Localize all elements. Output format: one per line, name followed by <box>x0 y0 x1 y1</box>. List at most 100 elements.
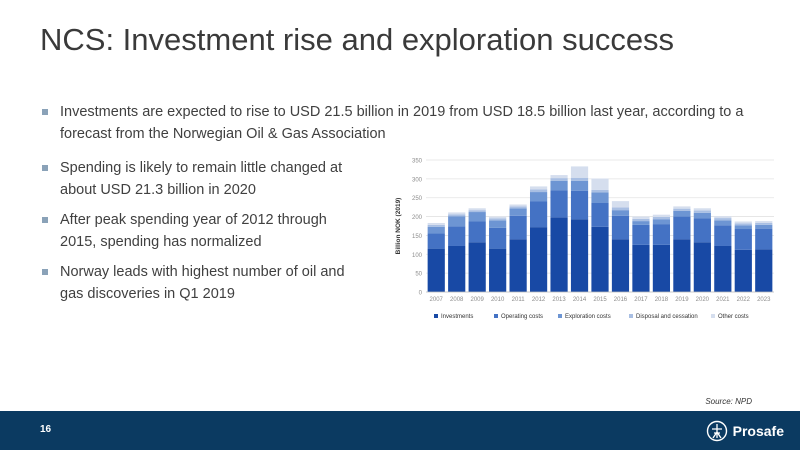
legend-swatch <box>494 314 498 318</box>
bar-segment <box>755 249 773 292</box>
bar-segment <box>427 224 445 227</box>
bar-segment <box>673 216 691 240</box>
bar-segment <box>591 202 609 227</box>
bullet-square-icon <box>42 109 48 115</box>
legend-label: Other costs <box>718 314 749 320</box>
x-tick-label: 2018 <box>655 297 669 303</box>
bar-segment <box>529 201 548 228</box>
bar-segment <box>755 228 773 250</box>
bullet-item: Investments are expected to rise to USD … <box>42 101 762 145</box>
bullet-item: Norway leads with highest number of oil … <box>42 261 362 305</box>
bar-segment <box>611 239 630 292</box>
bar-segment <box>570 177 589 181</box>
bar-segment <box>632 216 650 219</box>
bar-segment <box>550 178 568 181</box>
x-tick-label: 2009 <box>470 297 484 303</box>
brand-name: Prosafe <box>732 423 784 439</box>
bar-segment <box>529 186 548 190</box>
legend-swatch <box>558 314 562 318</box>
bar-segment <box>734 249 752 292</box>
x-tick-label: 2021 <box>716 297 730 303</box>
bar-segment <box>734 225 752 230</box>
legend-label: Disposal and cessation <box>636 314 698 320</box>
x-tick-label: 2008 <box>450 297 464 303</box>
bar-segment <box>427 226 445 234</box>
bar-segment <box>489 227 507 249</box>
slide-title: NCS: Investment rise and exploration suc… <box>40 22 675 57</box>
bar-segment <box>693 208 711 211</box>
bullet-square-icon <box>42 165 48 171</box>
bar-segment <box>591 192 609 203</box>
bar-segment <box>448 216 466 227</box>
bar-segment <box>755 222 773 225</box>
bar-segment <box>550 217 568 292</box>
y-tick-label: 350 <box>412 159 423 165</box>
bar-segment <box>570 190 589 220</box>
brand-logo: Prosafe <box>706 420 784 442</box>
y-tick-label: 50 <box>415 272 422 278</box>
x-tick-label: 2011 <box>512 297 526 303</box>
bar-segment <box>693 242 711 292</box>
bar-segment <box>489 248 507 292</box>
bar-segment <box>529 192 548 202</box>
bar-segment <box>611 210 630 216</box>
bullet-square-icon <box>42 269 48 275</box>
x-tick-label: 2023 <box>757 297 771 303</box>
y-axis-label: Billion NOK (2019) <box>395 198 402 255</box>
x-tick-label: 2017 <box>634 297 648 303</box>
x-tick-label: 2014 <box>573 297 587 303</box>
bar-segment <box>734 229 752 250</box>
bar-segment <box>673 210 691 217</box>
legend-label: Operating costs <box>501 314 543 320</box>
bar-segment <box>755 221 773 223</box>
x-tick-label: 2016 <box>614 297 628 303</box>
source-note: Source: NPD <box>705 397 752 406</box>
bar-segment <box>652 214 671 217</box>
bar-segment <box>468 208 486 211</box>
bar-segment <box>550 175 568 179</box>
bar-segment <box>611 207 630 211</box>
bar-segment <box>509 215 527 240</box>
bar-segment <box>489 218 507 221</box>
y-tick-label: 200 <box>412 215 423 221</box>
x-tick-label: 2015 <box>593 297 607 303</box>
bar-segment <box>489 216 507 219</box>
bullet-text: Spending is likely to remain little chan… <box>60 160 343 198</box>
bar-segment <box>468 221 486 243</box>
bar-segment <box>714 218 732 221</box>
bar-segment <box>427 233 445 249</box>
prosafe-logo-icon <box>706 420 727 442</box>
bar-segment <box>509 204 527 207</box>
page-number: 16 <box>40 424 52 435</box>
stacked-bar-chart: 0 50 100 150 200 250 300 350 Billion NOK (2019) 2… <box>395 159 774 320</box>
bar-segment <box>611 201 630 208</box>
bar-segment <box>550 190 568 218</box>
bar-segment <box>652 216 671 220</box>
bar-segment <box>714 220 732 226</box>
bar-segment <box>693 218 711 243</box>
x-tick-label: 2013 <box>552 297 566 303</box>
bar-segment <box>529 189 548 193</box>
bar-segment <box>529 227 548 292</box>
y-tick-label: 0 <box>419 291 423 297</box>
x-tick-label: 2020 <box>696 297 710 303</box>
bar-segment <box>755 224 773 229</box>
bar-segment <box>632 218 650 222</box>
x-tick-label: 2019 <box>675 297 689 303</box>
bar-segment <box>673 206 691 209</box>
bar-segment <box>468 242 486 292</box>
y-tick-label: 250 <box>412 196 423 202</box>
bar-segment <box>693 212 711 219</box>
bar-segment <box>509 206 527 209</box>
bar-segment <box>427 248 445 292</box>
bar-segment <box>714 225 732 246</box>
x-tick-label: 2012 <box>532 297 546 303</box>
bullet-item: After peak spending year of 2012 through… <box>42 209 362 253</box>
bar-segment <box>468 212 486 222</box>
bullet-item: Spending is likely to remain little chan… <box>42 157 362 201</box>
bar-segment <box>489 220 507 228</box>
bar-segment <box>448 245 466 292</box>
y-tick-label: 100 <box>412 253 423 259</box>
bullet-text: Norway leads with highest number of oil … <box>60 264 345 302</box>
bar-segment <box>448 214 466 217</box>
